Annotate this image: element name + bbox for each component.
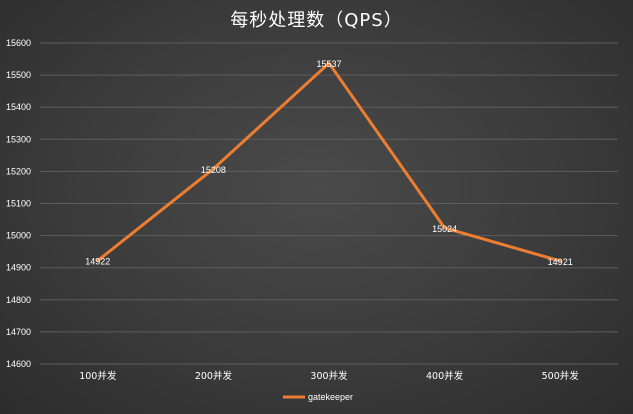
- y-tick-15300: 15300: [6, 134, 31, 144]
- data-point-2: [211, 167, 215, 171]
- grid-layer: [40, 42, 618, 365]
- data-point-1: [96, 259, 100, 263]
- series-line-gatekeeper: [96, 61, 562, 263]
- data-label-1: 14922: [85, 257, 110, 267]
- x-tick-1: 100并发: [79, 370, 117, 382]
- data-label-3: 15537: [316, 59, 341, 69]
- x-tick-5: 500并发: [542, 370, 580, 382]
- y-tick-14900: 14900: [6, 263, 31, 273]
- x-axis-ticks: 100并发 200并发 300并发 400并发 500并发: [79, 370, 579, 382]
- x-tick-2: 200并发: [195, 370, 233, 382]
- x-tick-4: 400并发: [426, 370, 464, 382]
- y-tick-15600: 15600: [6, 38, 31, 48]
- data-point-3: [327, 61, 331, 65]
- data-point-5: [558, 259, 562, 263]
- series-layer: [96, 61, 562, 263]
- chart-title: 每秒处理数（QPS）: [230, 10, 403, 31]
- y-tick-15400: 15400: [6, 102, 31, 112]
- y-tick-15200: 15200: [6, 166, 31, 176]
- data-label-2: 15208: [201, 165, 226, 175]
- data-label-4: 15024: [432, 224, 457, 234]
- y-tick-14700: 14700: [6, 327, 31, 337]
- y-tick-14600: 14600: [6, 359, 31, 369]
- y-tick-15000: 15000: [6, 231, 31, 241]
- legend: gatekeeper: [283, 392, 353, 402]
- x-tick-3: 300并发: [310, 370, 348, 382]
- data-labels: 14922 15208 15537 15024 14921: [85, 59, 572, 267]
- y-tick-15100: 15100: [6, 199, 31, 209]
- y-tick-15500: 15500: [6, 70, 31, 80]
- data-label-5: 14921: [548, 257, 573, 267]
- y-axis-ticks: 14600 14700 14800 14900 15000 15100 15200 15300…: [6, 38, 31, 369]
- data-point-4: [443, 226, 447, 230]
- legend-label: gatekeeper: [308, 392, 353, 402]
- y-tick-14800: 14800: [6, 295, 31, 305]
